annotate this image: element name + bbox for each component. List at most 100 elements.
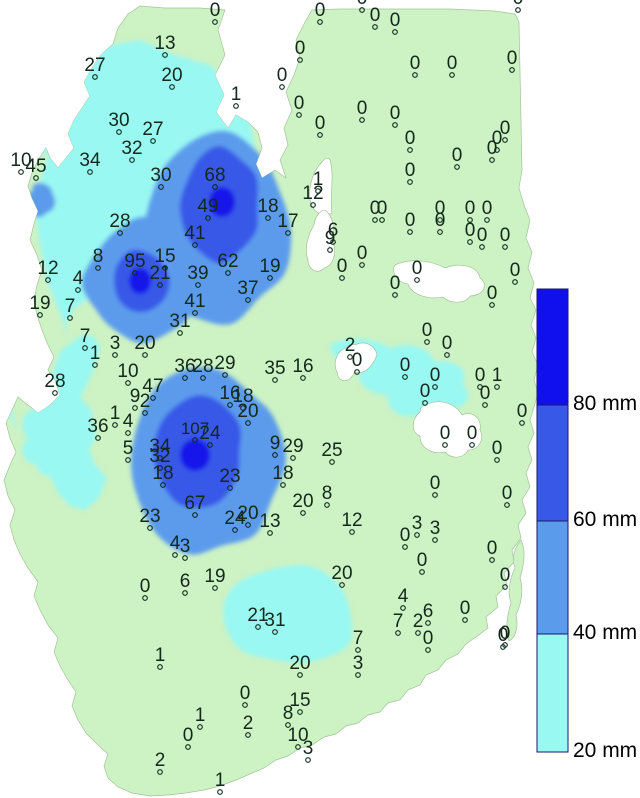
svg-text:40 mm: 40 mm xyxy=(573,621,637,644)
svg-text:60 mm: 60 mm xyxy=(573,508,637,531)
svg-text:0: 0 xyxy=(315,0,326,21)
svg-text:0: 0 xyxy=(465,198,476,219)
svg-text:0: 0 xyxy=(467,423,478,444)
svg-text:13: 13 xyxy=(154,33,175,54)
svg-text:7: 7 xyxy=(65,296,76,317)
svg-text:31: 31 xyxy=(169,311,190,332)
svg-text:0: 0 xyxy=(510,260,521,281)
svg-text:12: 12 xyxy=(37,258,58,279)
svg-text:45: 45 xyxy=(25,156,46,177)
svg-text:1: 1 xyxy=(231,84,242,105)
svg-text:29: 29 xyxy=(282,436,303,457)
svg-text:3: 3 xyxy=(430,518,441,539)
svg-text:27: 27 xyxy=(142,119,163,140)
svg-text:23: 23 xyxy=(219,466,240,487)
svg-text:12: 12 xyxy=(302,183,323,204)
svg-text:18: 18 xyxy=(257,196,278,217)
svg-text:6: 6 xyxy=(423,601,434,622)
svg-text:16: 16 xyxy=(292,356,313,377)
svg-text:0: 0 xyxy=(430,365,441,386)
svg-text:0: 0 xyxy=(400,525,411,546)
svg-text:4: 4 xyxy=(73,268,84,289)
svg-text:68: 68 xyxy=(204,165,225,186)
svg-text:9: 9 xyxy=(270,433,281,454)
svg-text:0: 0 xyxy=(377,198,388,219)
svg-text:8: 8 xyxy=(283,703,294,724)
svg-text:0: 0 xyxy=(440,423,451,444)
svg-text:20: 20 xyxy=(237,503,258,524)
svg-text:28: 28 xyxy=(192,356,213,377)
svg-text:0: 0 xyxy=(482,198,493,219)
svg-text:0: 0 xyxy=(492,438,503,459)
svg-text:0: 0 xyxy=(405,210,416,231)
svg-text:8: 8 xyxy=(93,246,104,267)
svg-text:29: 29 xyxy=(214,353,235,374)
svg-text:0: 0 xyxy=(460,598,471,619)
svg-text:0: 0 xyxy=(430,473,441,494)
svg-text:0: 0 xyxy=(370,5,381,26)
svg-text:0: 0 xyxy=(352,350,363,371)
svg-text:1: 1 xyxy=(492,365,503,386)
svg-text:17: 17 xyxy=(277,211,298,232)
svg-text:20: 20 xyxy=(292,491,313,512)
svg-text:4: 4 xyxy=(398,586,409,607)
svg-text:35: 35 xyxy=(264,358,285,379)
svg-text:80 mm: 80 mm xyxy=(573,392,637,415)
svg-text:0: 0 xyxy=(240,683,251,704)
svg-text:0: 0 xyxy=(465,220,476,241)
svg-text:0: 0 xyxy=(277,65,288,86)
svg-text:12: 12 xyxy=(341,510,362,531)
svg-text:19: 19 xyxy=(204,566,225,587)
svg-text:0: 0 xyxy=(435,210,446,231)
svg-text:0: 0 xyxy=(423,628,434,649)
svg-text:95: 95 xyxy=(124,251,145,272)
svg-text:2: 2 xyxy=(140,391,151,412)
svg-text:21: 21 xyxy=(149,263,170,284)
svg-text:0: 0 xyxy=(487,138,498,159)
svg-text:0: 0 xyxy=(480,383,491,404)
svg-text:9: 9 xyxy=(325,228,336,249)
svg-text:0: 0 xyxy=(498,625,509,646)
svg-text:4: 4 xyxy=(123,411,134,432)
svg-text:0: 0 xyxy=(210,0,221,21)
svg-text:0: 0 xyxy=(447,53,458,74)
svg-text:41: 41 xyxy=(184,291,205,312)
svg-text:32: 32 xyxy=(121,138,142,159)
svg-text:3: 3 xyxy=(353,653,364,674)
svg-text:0: 0 xyxy=(487,538,498,559)
svg-text:9: 9 xyxy=(130,386,141,407)
svg-text:0: 0 xyxy=(337,256,348,277)
svg-text:0: 0 xyxy=(295,38,306,59)
svg-text:28: 28 xyxy=(44,371,65,392)
svg-text:27: 27 xyxy=(84,55,105,76)
svg-text:34: 34 xyxy=(79,150,101,171)
svg-text:23: 23 xyxy=(139,506,160,527)
svg-text:0: 0 xyxy=(502,483,513,504)
svg-text:1: 1 xyxy=(110,403,121,424)
svg-text:24: 24 xyxy=(199,423,221,444)
svg-text:0: 0 xyxy=(315,113,326,134)
svg-text:1: 1 xyxy=(90,343,101,364)
svg-text:2: 2 xyxy=(155,750,166,771)
svg-text:62: 62 xyxy=(217,251,238,272)
svg-text:6: 6 xyxy=(180,571,191,592)
svg-text:0: 0 xyxy=(357,98,368,119)
svg-text:7: 7 xyxy=(393,611,404,632)
svg-text:0: 0 xyxy=(412,258,423,279)
svg-text:8: 8 xyxy=(322,483,333,504)
svg-text:0: 0 xyxy=(405,160,416,181)
svg-text:19: 19 xyxy=(29,293,50,314)
svg-text:25: 25 xyxy=(321,440,342,461)
svg-text:3: 3 xyxy=(412,513,423,534)
svg-text:0: 0 xyxy=(517,401,528,422)
svg-text:49: 49 xyxy=(197,196,218,217)
svg-text:0: 0 xyxy=(294,93,305,114)
svg-text:0: 0 xyxy=(357,243,368,264)
svg-text:18: 18 xyxy=(272,463,293,484)
svg-text:3: 3 xyxy=(303,738,314,759)
svg-text:20: 20 xyxy=(161,65,182,86)
svg-text:20: 20 xyxy=(237,401,258,422)
svg-text:0: 0 xyxy=(442,333,453,354)
svg-text:7: 7 xyxy=(80,326,91,347)
svg-text:0: 0 xyxy=(420,381,431,402)
